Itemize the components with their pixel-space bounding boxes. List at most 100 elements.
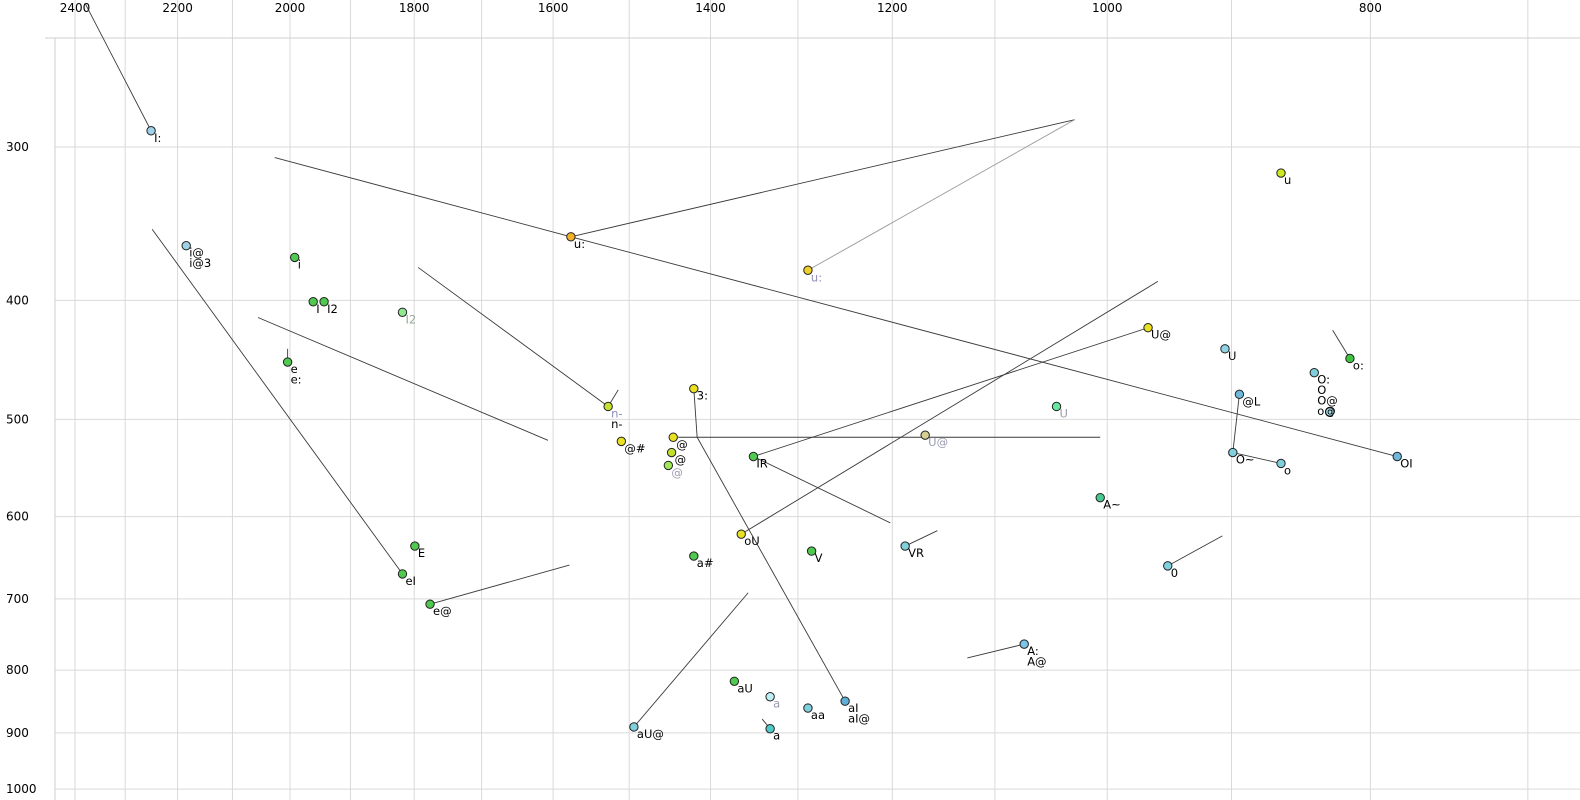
data-point-label: @ [671,465,683,479]
data-point-label: I2 [405,312,416,326]
trajectory-line [753,456,891,524]
x-tick-label: 1400 [695,1,726,15]
data-point-label: n- [611,406,622,420]
trajectory-line [1167,535,1223,567]
data-point-label: O [1317,383,1326,397]
data-point-label: a [773,729,780,743]
data-point-label: O: [1317,373,1330,387]
data-point-label: u: [811,270,822,284]
data-point-label: A@ [1027,655,1046,669]
data-point [1095,492,1105,503]
data-point-label: O~ [1236,453,1255,467]
data-point-label: e: [291,373,302,387]
data-point-label: OI [1400,457,1412,471]
data-point-label: 0 [1171,566,1178,580]
trajectory-line [967,643,1025,659]
data-point [748,451,759,462]
data-point [319,297,329,307]
data-point-label: aI [848,701,858,715]
data-point-label: u: [574,237,585,251]
data-point-label: @ [676,437,688,451]
data-point [736,529,746,539]
trajectory-line [1232,452,1282,464]
y-tick-label: 500 [6,412,29,426]
data-point-label: aa [811,708,825,722]
data-point [803,265,813,275]
data-point [803,703,813,713]
data-point-label: aI@ [848,712,870,726]
data-point [920,430,930,440]
data-point [616,436,627,447]
data-point [1276,458,1286,469]
data-point-label: n- [611,417,622,431]
data-point-label: o@ [1317,404,1336,418]
data-point [1228,447,1238,458]
trajectory-line [429,564,570,605]
data-point [146,126,156,136]
x-tick-label: 1200 [877,1,908,15]
data-point [1234,389,1245,400]
data-point [1325,407,1335,417]
data-point [765,724,775,734]
y-tick-label: 1000 [6,782,37,796]
data-point [806,546,817,556]
trajectory-line [151,228,403,575]
data-point-label: aU [737,681,752,695]
x-tick-label: 1600 [538,1,569,15]
data-point [397,569,408,579]
data-point [1163,561,1173,571]
data-point-label: I [316,302,319,316]
data-point [397,307,408,317]
trajectory-line [84,2,152,131]
data-point [666,447,677,458]
data-point-label: U [1060,406,1068,420]
data-point-label: i@3 [189,256,211,270]
data-point-label: u [1284,173,1291,187]
x-tick-label: 1000 [1092,1,1123,15]
trajectory-line [693,388,698,438]
data-point-label: a# [697,556,714,570]
data-point-label: eI [405,574,415,588]
trajectory-line [696,437,846,702]
x-tick-label: 1800 [399,1,430,15]
trajectory-line [633,592,749,728]
data-point [1345,353,1355,364]
data-point [1143,323,1153,333]
data-point [840,696,850,706]
data-point-label: o [1284,463,1291,477]
data-point-label: @ [675,453,687,467]
data-point-label: a [773,697,780,711]
data-point [290,252,300,263]
x-tick-label: 800 [1359,1,1382,15]
data-point [425,599,435,609]
trajectory-line [741,281,1159,535]
trajectory-line [1232,394,1240,453]
data-point-label: U@ [928,435,948,449]
data-point [410,541,420,551]
y-tick-label: 800 [6,663,29,677]
data-point-label: aU@ [637,727,664,741]
data-point [1019,639,1029,649]
trajectory-line [570,119,1075,238]
data-point [181,241,191,251]
data-point [1051,401,1062,412]
data-point [1392,451,1402,462]
trajectory-line [1332,330,1351,359]
y-tick-label: 600 [6,510,29,524]
x-tick-label: 2000 [275,1,306,15]
data-point-label: @# [624,441,645,455]
data-point [1220,344,1230,354]
data-point-label: VR [908,546,924,560]
y-tick-label: 300 [6,140,29,154]
data-point-label: A~ [1103,498,1121,512]
y-tick-label: 700 [6,592,29,606]
data-point-label: A: [1027,644,1039,658]
data-point-label: U [1228,349,1236,363]
data-point-label: i@ [189,246,204,260]
data-point [282,357,293,367]
data-point-label: e@ [433,604,452,618]
data-point [1276,168,1286,178]
data-point [729,676,740,687]
